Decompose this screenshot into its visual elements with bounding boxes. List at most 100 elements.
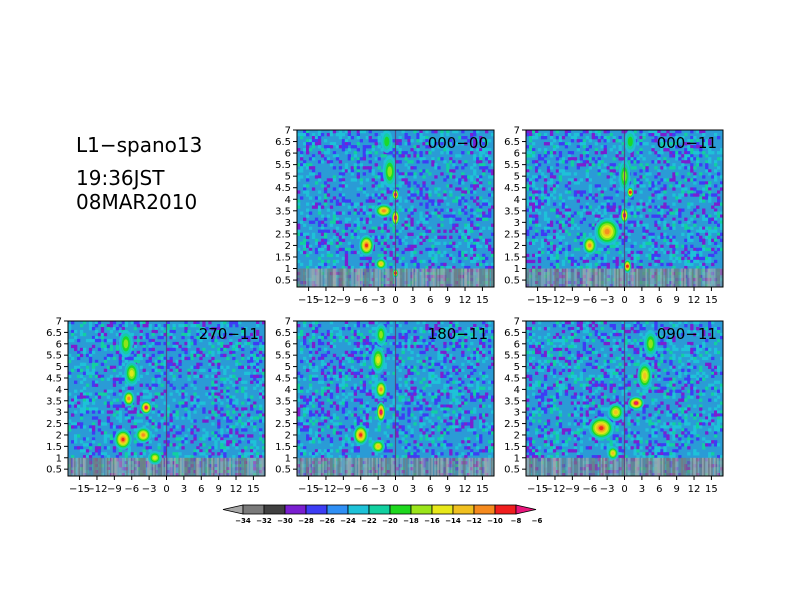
echo-blob: [114, 429, 132, 450]
y-tick-label: 3: [514, 408, 520, 419]
panel-3: −15−12 −9 −6 −3 0 3 6 9 12 150.511.522.533.544.55…: [275, 317, 495, 495]
y-tick-label: 4: [514, 385, 520, 396]
y-tick-label: 6: [285, 149, 291, 160]
y-tick-label: 4: [285, 195, 291, 206]
x-tick-label: −6: [124, 484, 139, 495]
x-axis: −15−12 −9 −6 −3 0 3 6 9 12 15: [527, 476, 718, 495]
x-tick-label: 0: [621, 484, 627, 495]
y-tick-label: 6: [56, 339, 62, 350]
x-tick-label: 0: [163, 484, 169, 495]
x-tick-label: 3: [639, 484, 645, 495]
figure-title: L1−spano13 19:36JST 08MAR2010: [76, 133, 202, 214]
x-tick-label: 3: [639, 295, 645, 306]
panel-ground-band: [526, 268, 723, 287]
y-tick-label: 4: [56, 385, 62, 396]
y-tick-label: 7: [514, 126, 520, 137]
y-tick-label: 1: [514, 453, 520, 464]
y-axis: 0.511.522.533.544.555.566.57: [275, 126, 297, 287]
panel-plot-area: [526, 321, 723, 476]
x-tick-label: −6: [582, 484, 597, 495]
x-tick-label: 15: [476, 295, 489, 306]
y-tick-label: 0.5: [504, 465, 520, 476]
y-axis: 0.511.522.533.544.555.566.57: [504, 317, 526, 476]
echo-blob: [376, 401, 386, 423]
y-tick-label: 5: [56, 362, 62, 373]
y-tick-label: 2: [514, 241, 520, 252]
colorbar-label: −34: [235, 517, 251, 525]
panel-echoes: [353, 323, 387, 454]
y-tick-label: 1: [285, 264, 291, 275]
y-tick-label: 0.5: [275, 276, 291, 287]
panels: −15−12 −9 −6 −3 0 3 6 9 12 150.511.522.533.544.55…: [46, 126, 724, 495]
y-tick-label: 1.5: [504, 442, 520, 453]
x-tick-label: 15: [705, 484, 718, 495]
y-tick-label: 6: [285, 339, 291, 350]
y-tick-label: 3: [56, 408, 62, 419]
panel-label: 180−11: [428, 325, 488, 343]
colorbar-arrow-low: [222, 504, 244, 515]
title-date: 08MAR2010: [76, 190, 197, 214]
y-tick-label: 1.5: [46, 442, 62, 453]
panel-ground-band: [68, 457, 265, 476]
y-tick-label: 1: [285, 453, 291, 464]
colorbar-label: −28: [298, 517, 314, 525]
panel-echoes: [359, 130, 400, 278]
y-tick-label: 4.5: [504, 183, 520, 194]
y-tick-label: 3.5: [46, 396, 62, 407]
y-tick-label: 4.5: [46, 373, 62, 384]
echo-blob: [594, 217, 620, 246]
x-tick-label: −6: [353, 295, 368, 306]
x-axis: −15−12 −9 −6 −3 0 3 6 9 12 15: [69, 476, 260, 495]
echo-blob: [381, 130, 393, 153]
x-tick-label: 0: [621, 295, 627, 306]
y-tick-label: 7: [514, 317, 520, 328]
panel-plot-area: [297, 321, 494, 476]
x-tick-label: 15: [705, 295, 718, 306]
x-tick-label: 9: [673, 484, 679, 495]
y-tick-label: 0.5: [46, 465, 62, 476]
colorbar-label: −20: [382, 517, 398, 525]
echo-blob: [375, 323, 387, 347]
y-tick-label: 2: [514, 430, 520, 441]
y-tick-label: 1.5: [275, 252, 291, 263]
x-tick-label: 15: [247, 484, 260, 495]
x-tick-label: −15: [527, 295, 548, 306]
y-tick-label: 3: [285, 218, 291, 229]
panel-ground-band: [297, 268, 494, 287]
y-tick-label: 5: [285, 172, 291, 183]
x-tick-label: −9: [336, 295, 351, 306]
colorbar-swatch: [494, 504, 517, 515]
x-tick-label: 6: [656, 484, 662, 495]
colorbar-label: −12: [466, 517, 482, 525]
x-tick-label: −9: [107, 484, 122, 495]
y-tick-label: 2: [56, 430, 62, 441]
x-tick-label: 0: [392, 295, 398, 306]
panel-label: 000−00: [428, 134, 488, 152]
panel-plot-area: [68, 321, 265, 476]
echo-blob: [135, 427, 152, 443]
colorbar-label: −16: [424, 517, 440, 525]
y-tick-label: 0.5: [275, 465, 291, 476]
x-axis: −15−12 −9 −6 −3 0 3 6 9 12 15: [527, 287, 718, 306]
echo-blob: [374, 203, 394, 218]
y-axis: 0.511.522.533.544.555.566.57: [504, 126, 526, 287]
x-tick-label: −9: [565, 295, 580, 306]
echo-blob: [124, 360, 140, 386]
x-tick-label: −12: [544, 484, 565, 495]
y-tick-label: 6.5: [46, 328, 62, 339]
y-tick-label: 6: [514, 149, 520, 160]
y-tick-label: 2: [285, 430, 291, 441]
x-tick-label: 12: [230, 484, 243, 495]
y-tick-label: 5.5: [504, 351, 520, 362]
x-tick-label: 6: [427, 295, 433, 306]
y-tick-label: 5: [285, 362, 291, 373]
y-tick-label: 4.5: [504, 373, 520, 384]
x-tick-label: −15: [527, 484, 548, 495]
y-tick-label: 6: [514, 339, 520, 350]
y-tick-label: 2.5: [275, 419, 291, 430]
panel-plot-area: [297, 130, 494, 287]
panel-echoes: [582, 130, 637, 274]
colorbar-label: −26: [319, 517, 335, 525]
colorbar-label: −24: [340, 517, 356, 525]
echo-blob: [607, 403, 624, 422]
